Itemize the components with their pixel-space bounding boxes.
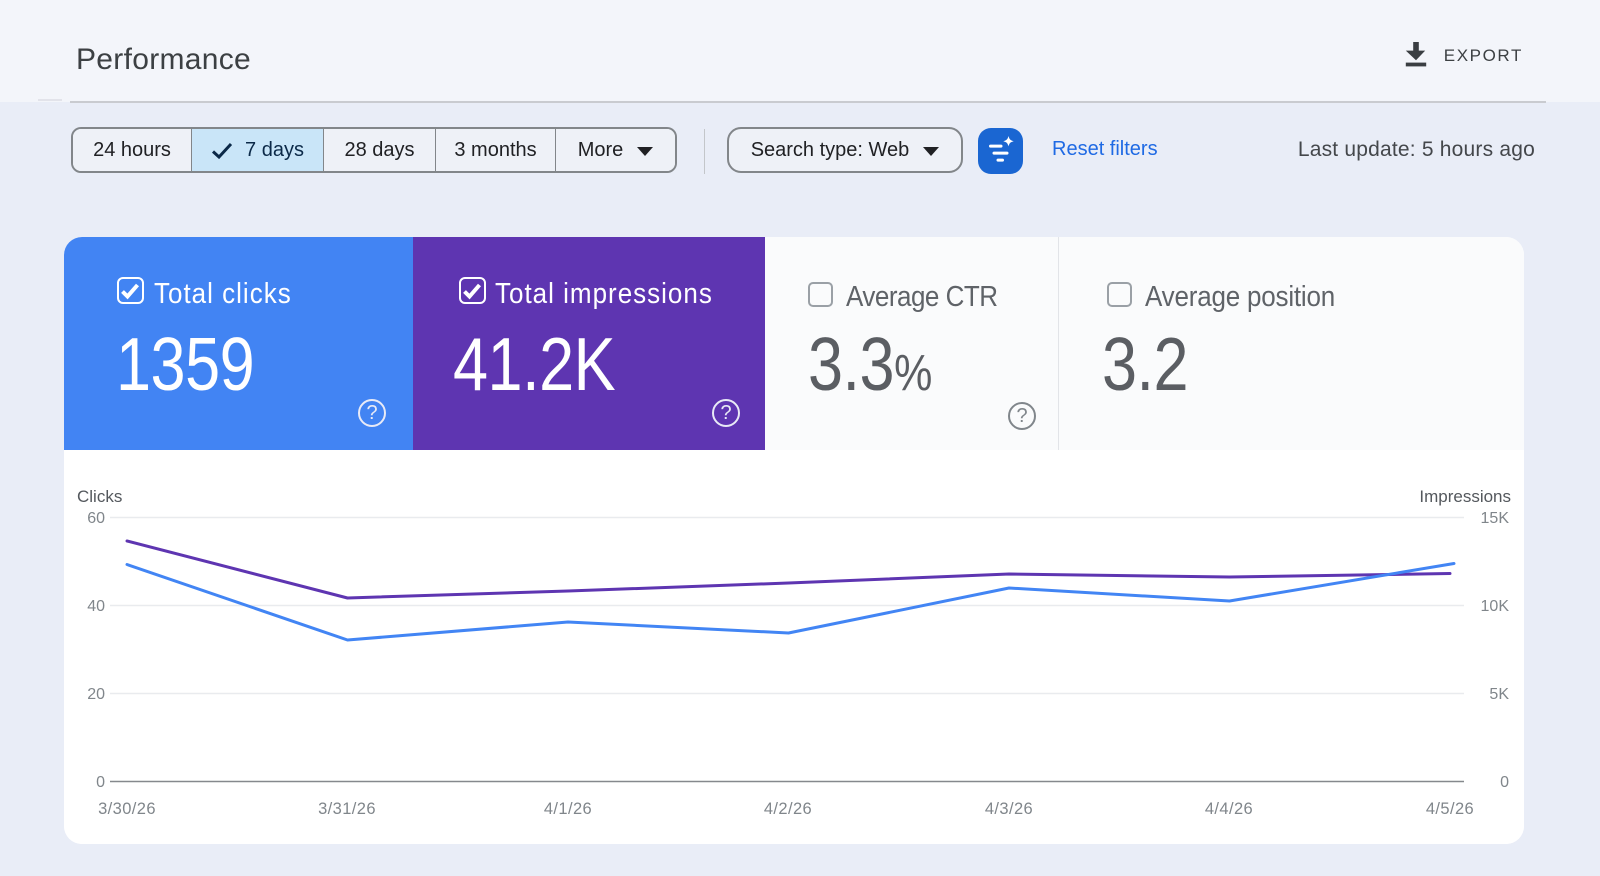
svg-text:5K: 5K	[1489, 686, 1509, 703]
svg-text:20: 20	[87, 686, 105, 703]
svg-text:15K: 15K	[1481, 510, 1510, 527]
svg-text:Impressions: Impressions	[1419, 487, 1511, 506]
svg-text:0: 0	[96, 774, 105, 791]
svg-text:4/3/26: 4/3/26	[985, 800, 1033, 818]
svg-text:4/2/26: 4/2/26	[764, 800, 812, 818]
svg-text:3/31/26: 3/31/26	[318, 800, 376, 818]
svg-text:60: 60	[87, 510, 105, 527]
svg-text:0: 0	[1500, 774, 1509, 791]
svg-text:4/1/26: 4/1/26	[544, 800, 592, 818]
svg-text:10K: 10K	[1481, 598, 1510, 615]
svg-text:4/5/26: 4/5/26	[1426, 800, 1474, 818]
svg-text:4/4/26: 4/4/26	[1205, 800, 1253, 818]
svg-text:40: 40	[87, 598, 105, 615]
svg-text:Clicks: Clicks	[77, 487, 122, 506]
svg-text:3/30/26: 3/30/26	[98, 800, 156, 818]
